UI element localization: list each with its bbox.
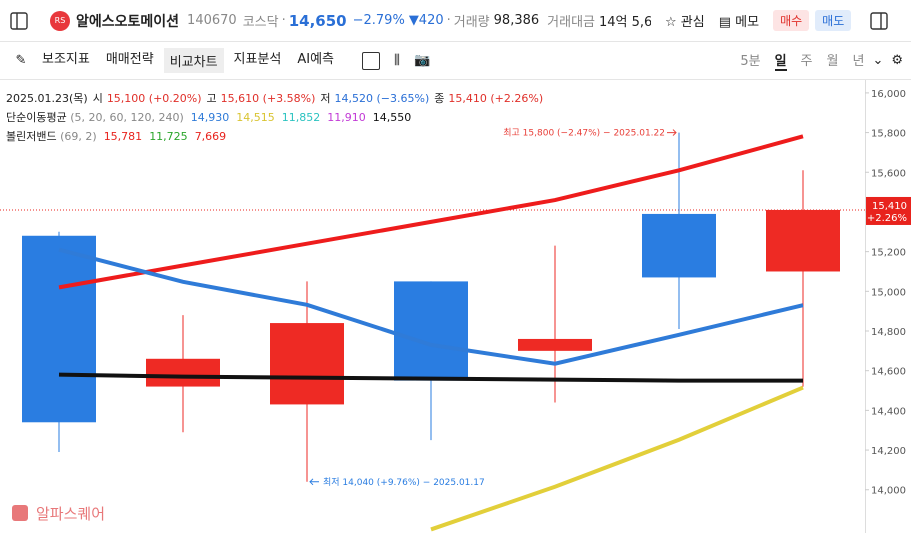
- ma-params: (5, 20, 60, 120, 240): [70, 111, 184, 124]
- separator: ·: [446, 13, 451, 28]
- period-button[interactable]: 월: [826, 54, 839, 69]
- last-price-box: [866, 196, 911, 225]
- separator: ·: [281, 13, 286, 28]
- overlay-line: [58, 134, 804, 290]
- ohlc-label: 종: [434, 92, 445, 105]
- ohlc-label: 시: [92, 92, 103, 105]
- tool-button[interactable]: AI예측: [297, 52, 335, 67]
- header: RS 알에스오토메이션 140670 코스닥 · 14,650 −2.79% ▼…: [0, 0, 911, 42]
- bb-legend: 볼린저밴드 (69, 2) 15,781 11,725 7,669: [6, 127, 543, 146]
- ohlc-value: 15,610 (+3.58%): [220, 92, 316, 105]
- low-arrow: [309, 478, 319, 486]
- code: 140670: [187, 13, 237, 28]
- candle-body: [394, 281, 468, 381]
- candle-body: [518, 338, 592, 351]
- legend: 2025.01.23(목) 시 15,100 (+0.20%) 고 15,610 (+3…: [6, 89, 543, 146]
- volume: 98,386: [493, 13, 540, 28]
- settings-icon[interactable]: ⚙: [891, 53, 903, 68]
- y-tick-label: 14,200: [871, 446, 906, 457]
- ma-value: 14,550: [372, 111, 412, 124]
- box-icon[interactable]: [362, 51, 381, 70]
- y-tick-label: 15,800: [871, 129, 906, 140]
- dropdown[interactable]: ⌄: [872, 53, 884, 68]
- overlay-line: [430, 385, 804, 532]
- favorite-label[interactable]: 관심: [680, 15, 705, 30]
- candle-icon[interactable]: ⫼: [394, 53, 401, 68]
- memo-label[interactable]: 메모: [735, 15, 760, 30]
- overlay-line: [58, 247, 804, 366]
- last-price-change: +2.26%: [867, 213, 907, 224]
- ohlc-value: 15,410 (+2.26%): [448, 92, 544, 105]
- change-pct: −2.79%: [352, 13, 405, 28]
- volume-label: 거래량: [453, 15, 490, 30]
- change: ▼420: [408, 13, 444, 28]
- ohlc-label: 고: [206, 92, 217, 105]
- ma-label: 단순이동평균: [6, 111, 67, 124]
- ohlc-value: 15,100 (+0.20%): [106, 92, 202, 105]
- plot: [0, 132, 865, 532]
- ohlc-legend: 2025.01.23(목) 시 15,100 (+0.20%) 고 15,610 (+3…: [6, 89, 543, 108]
- candle-body: [270, 323, 344, 405]
- camera-icon[interactable]: 📷: [414, 53, 431, 68]
- tool-button[interactable]: 보조지표: [42, 52, 90, 67]
- stock-name: 알에스오토메이션: [76, 13, 180, 30]
- panel-icon[interactable]: [865, 0, 905, 42]
- ma-value: 11,852: [281, 111, 321, 124]
- y-tick-label: 16,000: [871, 89, 906, 100]
- ohlc-label: 저: [320, 92, 331, 105]
- y-tick-label: 14,000: [871, 486, 906, 497]
- chart: 14,000 14,200 14,400 14,600 14,800 15,000 15,2…: [0, 80, 911, 533]
- period-list: 5분 일 주 월 년: [726, 50, 864, 71]
- overlay-line: [58, 372, 803, 383]
- ma-value: 14,930: [190, 111, 230, 124]
- logo: RS: [50, 10, 70, 31]
- bb-label: 볼린저밴드: [6, 130, 57, 143]
- amount: 14억 5,644: [599, 15, 651, 30]
- y-tick-label: 15,600: [871, 168, 906, 179]
- low-annotation: 최저 14,040 (+9.76%) − 2025.01.17: [323, 477, 485, 488]
- memo[interactable]: ▤ 메모: [718, 15, 760, 30]
- watermark-icon: [12, 505, 28, 521]
- buy-button[interactable]: 매수: [773, 10, 810, 31]
- period-button[interactable]: 일: [774, 50, 787, 71]
- bb-value: 15,781: [103, 130, 143, 143]
- panel-icon[interactable]: [0, 0, 40, 42]
- sell-button[interactable]: 매도: [815, 10, 852, 31]
- draw-icon[interactable]: ✎: [15, 53, 27, 68]
- last-price-label: 15,410: [872, 201, 907, 212]
- bb-value: 7,669: [194, 130, 227, 143]
- ohlc-value: 14,520 (−3.65%): [334, 92, 430, 105]
- ma-value: 14,515: [236, 111, 275, 124]
- tool-button[interactable]: 매매전략: [105, 52, 154, 67]
- market: 코스닥: [242, 15, 279, 30]
- tool-button[interactable]: 지표분석: [233, 52, 282, 67]
- tool-button[interactable]: 비교차트: [163, 48, 224, 73]
- favorite[interactable]: ☆ 관심: [665, 15, 705, 30]
- y-tick-label: 15,200: [871, 248, 906, 259]
- y-tick-label: 15,000: [871, 287, 906, 298]
- candle-body: [22, 235, 96, 423]
- high-annotation: 최고 15,800 (−2.47%) − 2025.01.22: [503, 128, 665, 139]
- date: 2025.01.23(목): [6, 92, 88, 105]
- tool-list: 보조지표 매매전략 비교차트 지표분석 AI예측: [42, 48, 350, 73]
- period-button[interactable]: 주: [800, 54, 813, 69]
- bb-params: (69, 2): [60, 130, 97, 143]
- bb-value: 11,725: [149, 130, 188, 143]
- amount-label: 거래대금: [547, 15, 595, 30]
- ma-legend: 단순이동평균 (5, 20, 60, 120, 240) 14,930 14,515…: [6, 108, 543, 127]
- high-arrow: [667, 129, 677, 136]
- y-tick-label: 14,600: [871, 367, 906, 378]
- candle-body: [642, 213, 716, 278]
- price: 14,650: [288, 11, 347, 30]
- ma-value: 11,910: [327, 111, 366, 124]
- period-button[interactable]: 년: [852, 54, 865, 69]
- candle-body: [766, 209, 840, 272]
- toolbar: ✎ 보조지표 매매전략 비교차트 지표분석 AI예측 ⫼ 📷 5분 일 주 월 년 ⌄ ⚙: [0, 42, 911, 80]
- candle-body: [146, 358, 220, 387]
- watermark: 알파스퀘어: [36, 505, 105, 523]
- period-button[interactable]: 5분: [740, 54, 761, 69]
- y-tick-label: 14,800: [871, 327, 906, 338]
- y-tick-label: 14,400: [871, 406, 906, 417]
